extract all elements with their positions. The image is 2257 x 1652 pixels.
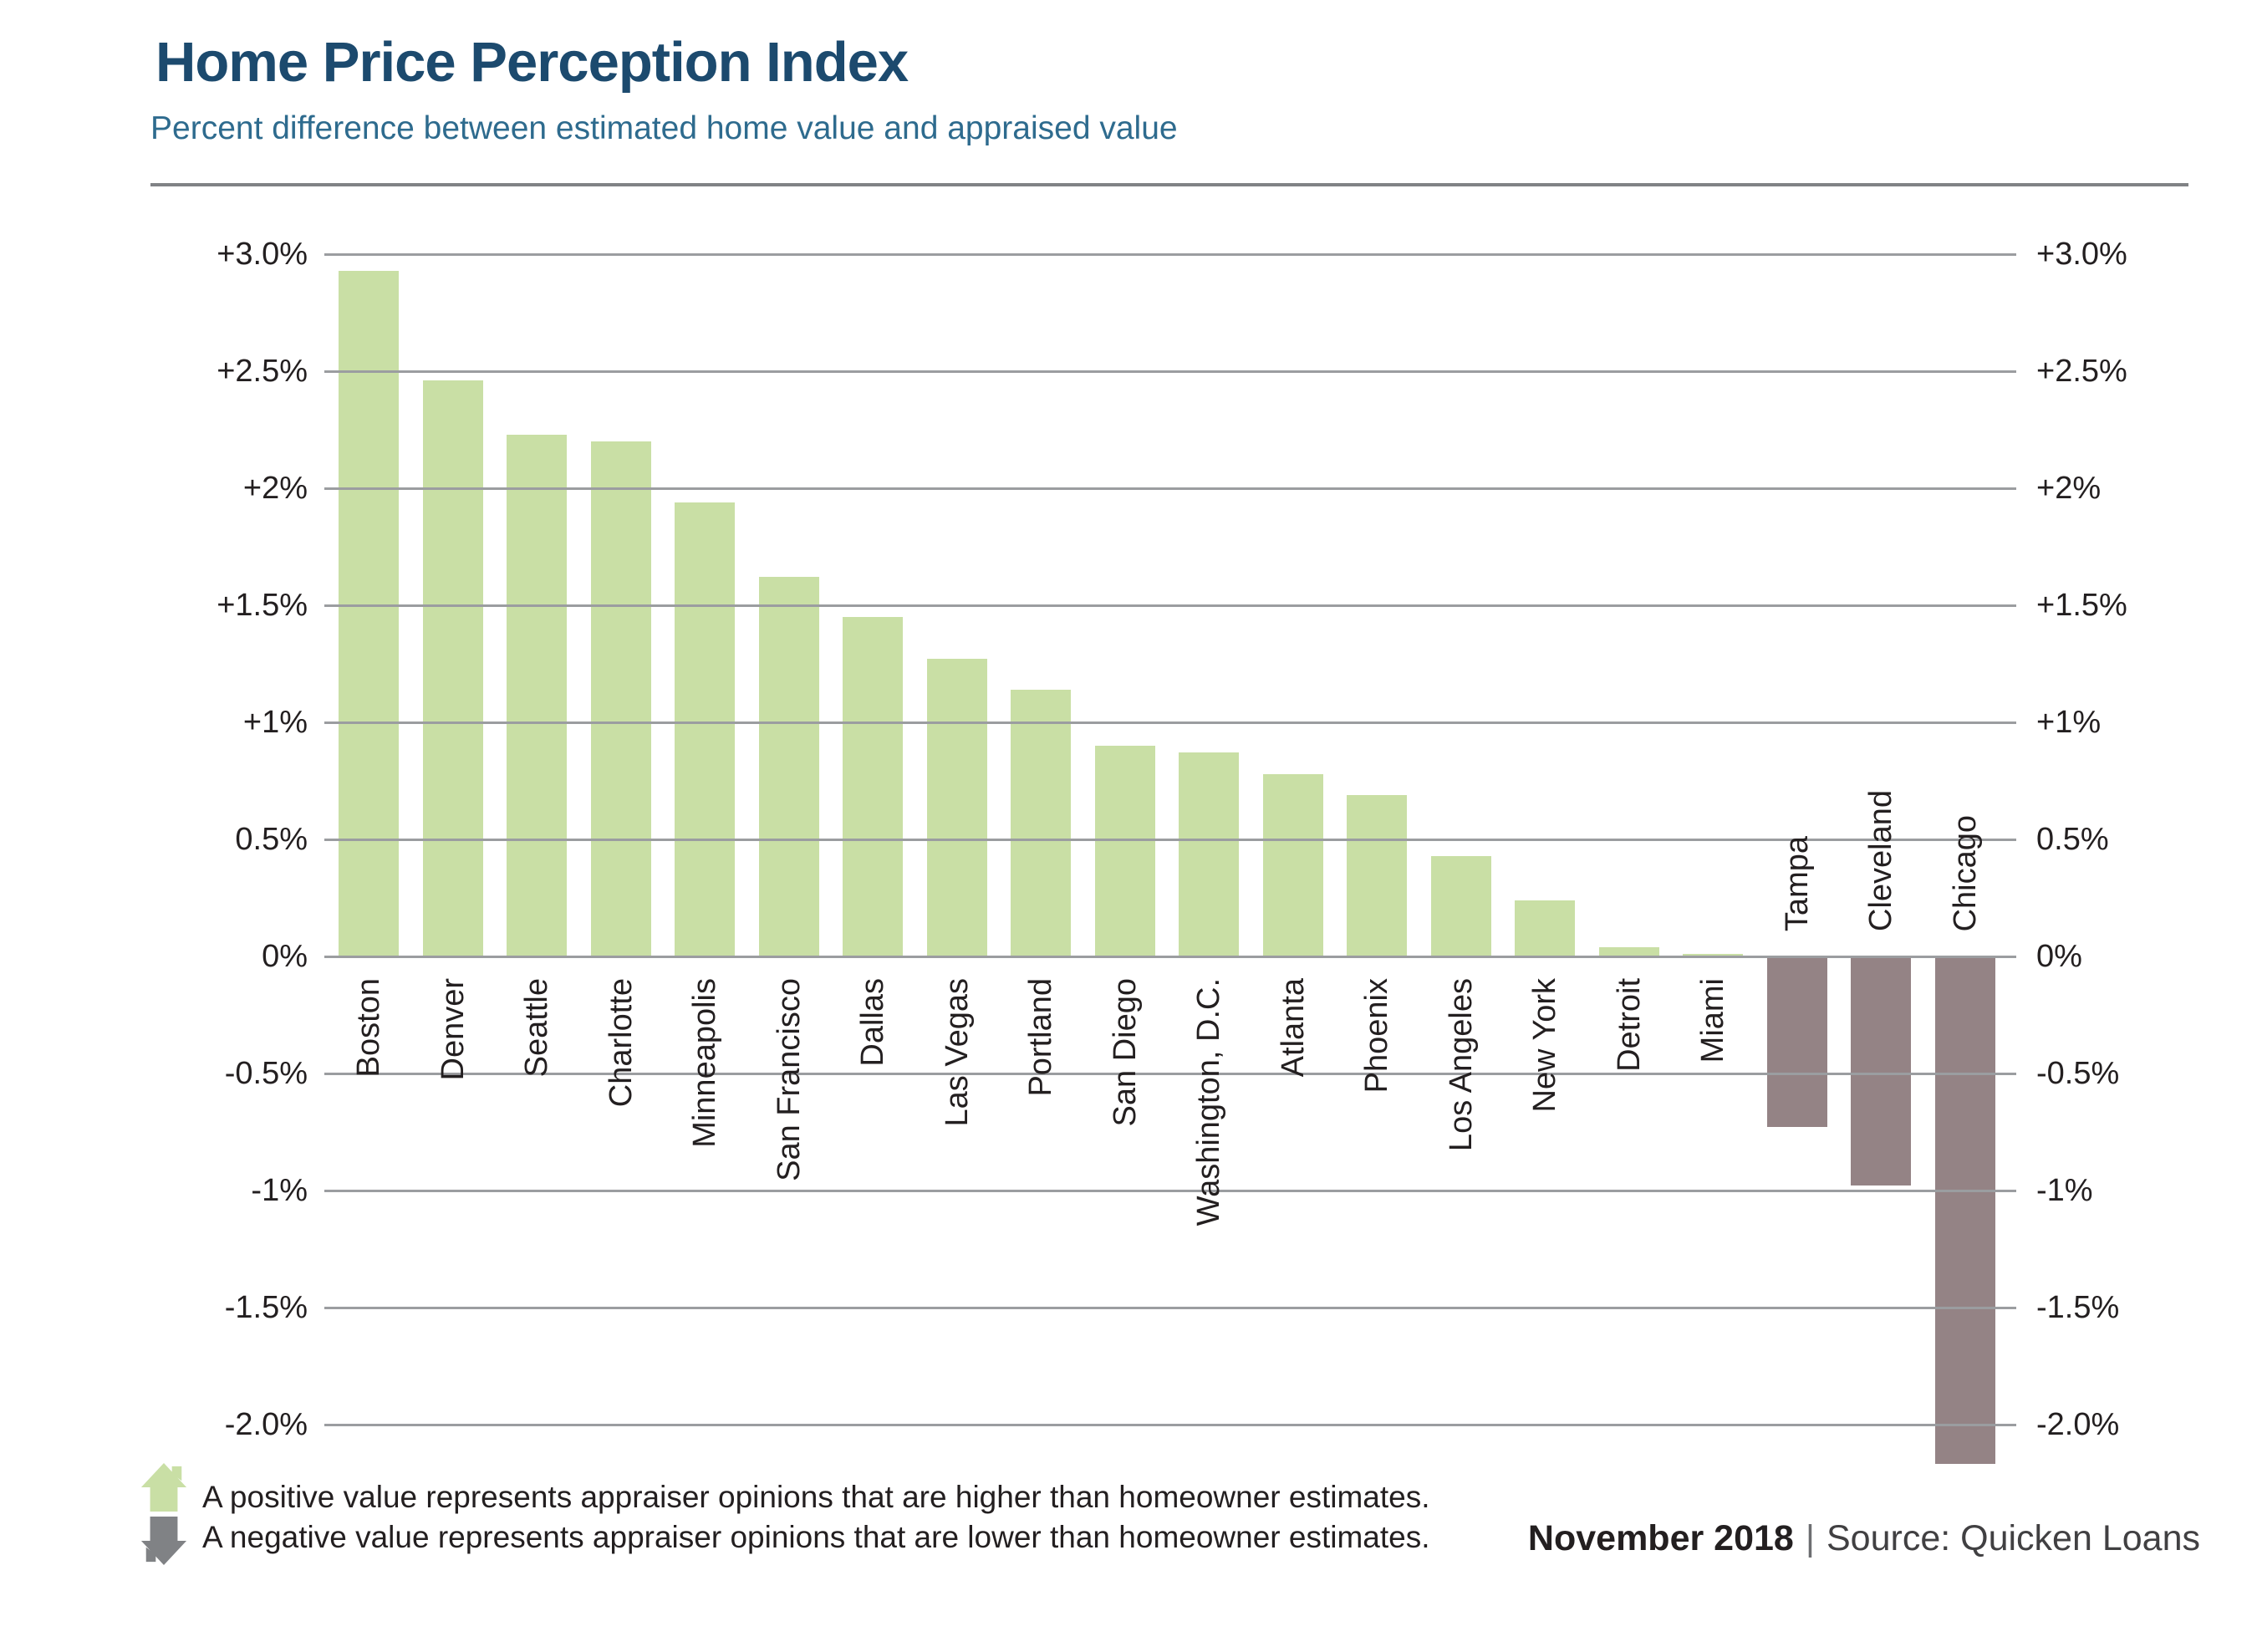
bar-san-francisco [758,577,819,956]
ytick-right-1: -1% [2036,1173,2093,1208]
source-line: November 2018 | Source: Quicken Loans [1528,1518,2200,1559]
bar-chicago [1934,958,1995,1464]
ytick-left-1-5: -1.5% [224,1290,308,1325]
city-label-detroit: Detroit [1611,978,1647,1072]
house-down-arrow-icon [140,1517,187,1565]
bar-miami [1683,954,1743,956]
city-label-minneapolis: Minneapolis [687,978,722,1148]
ytick-right-1-5: +1.5% [2036,588,2127,623]
bar-los-angeles [1430,855,1491,956]
ytick-left-2: +2% [242,471,308,506]
city-label-los-angeles: Los Angeles [1443,978,1479,1152]
city-label-seattle: Seattle [519,978,554,1078]
report-date: November 2018 [1527,1518,1794,1558]
ytick-left-0: 0% [262,939,308,974]
ytick-left-0-5: -0.5% [224,1056,308,1091]
city-label-chicago: Chicago [1947,814,1983,931]
city-label-atlanta: Atlanta [1275,978,1311,1078]
header-divider [150,183,2188,186]
ytick-right-1-5: -1.5% [2036,1290,2120,1325]
gridline-2-5 [324,370,2016,373]
city-label-dallas: Dallas [855,978,890,1067]
separator: | [1805,1518,1815,1558]
ytick-right-0-5: 0.5% [2036,822,2109,857]
ytick-right-2-5: +2.5% [2036,354,2127,389]
city-label-san-diego: San Diego [1107,978,1143,1127]
ytick-left-0-5: 0.5% [235,822,308,857]
ytick-left-2-5: +2.5% [217,354,308,389]
ytick-right-3-0: +3.0% [2036,237,2127,272]
city-label-boston: Boston [351,978,386,1078]
ytick-left-2-0: -2.0% [224,1407,308,1442]
ytick-left-1-5: +1.5% [217,588,308,623]
bar-phoenix [1347,794,1407,956]
city-label-las-vegas: Las Vegas [939,978,975,1127]
gridline-0-5 [324,1073,2016,1075]
page-title: Home Price Perception Index [155,31,909,94]
bar-las-vegas [926,659,987,956]
city-label-washington-d-c: Washington, D.C. [1191,978,1226,1226]
bar-seattle [507,434,567,956]
bar-charlotte [590,441,651,956]
city-label-phoenix: Phoenix [1359,978,1394,1094]
legend-positive-text: A positive value represents appraiser op… [202,1480,1430,1514]
bar-atlanta [1262,773,1323,956]
bar-detroit [1598,946,1659,956]
bar-washington-d-c [1179,752,1239,956]
city-label-san-francisco: San Francisco [771,978,807,1181]
bar-minneapolis [675,502,735,956]
bar-san-diego [1094,746,1155,956]
page-subtitle: Percent difference between estimated hom… [150,110,1178,146]
gridline-1 [324,721,2016,724]
city-label-miami: Miami [1695,978,1730,1063]
gridline-2 [324,487,2016,490]
bar-portland [1011,689,1071,956]
legend-negative-text: A negative value represents appraiser op… [202,1520,1430,1554]
city-label-tampa: Tampa [1779,835,1815,931]
bar-cleveland [1851,958,1911,1185]
gridline-0 [324,956,2016,958]
house-up-arrow-icon [140,1463,187,1512]
bar-tampa [1766,958,1827,1127]
gridline-1 [324,1190,2016,1192]
gridline-2-0 [324,1424,2016,1426]
bar-new-york [1515,900,1575,956]
source-credit: Source: Quicken Loans [1826,1518,2200,1558]
gridline-3-0 [324,253,2016,256]
city-label-new-york: New York [1527,978,1562,1113]
gridline-1-5 [324,1307,2016,1309]
city-label-charlotte: Charlotte [603,978,639,1108]
city-label-cleveland: Cleveland [1863,790,1898,931]
city-label-portland: Portland [1023,978,1058,1097]
gridline-0-5 [324,839,2016,841]
ytick-right-1: +1% [2036,705,2102,740]
ytick-left-1: +1% [242,705,308,740]
bar-denver [422,380,483,956]
ytick-right-2-0: -2.0% [2036,1407,2120,1442]
ytick-left-1: -1% [251,1173,308,1208]
bar-boston [339,270,399,956]
ytick-right-0: 0% [2036,939,2082,974]
ytick-right-0-5: -0.5% [2036,1056,2120,1091]
city-label-denver: Denver [435,978,471,1081]
ytick-left-3-0: +3.0% [217,237,308,272]
bar-dallas [843,617,903,956]
ytick-right-2: +2% [2036,471,2102,506]
gridline-1-5 [324,604,2016,607]
